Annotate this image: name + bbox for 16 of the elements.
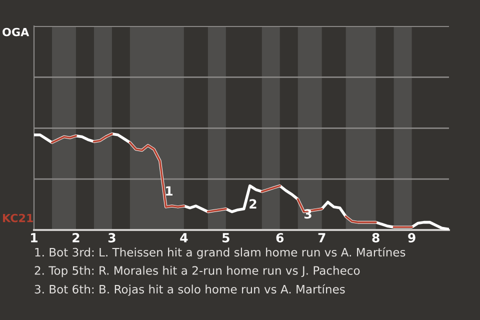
x-tick-label: 9 bbox=[408, 233, 416, 242]
x-tick-label: 5 bbox=[222, 233, 230, 242]
x-tick-label: 8 bbox=[372, 233, 380, 242]
text: OGA bbox=[2, 28, 30, 36]
x-tick-label: 2 bbox=[72, 233, 80, 242]
x-tick-label: 1 bbox=[31, 233, 38, 242]
x-tick-label: 7 bbox=[318, 233, 326, 242]
x-tick-label: 4 bbox=[180, 233, 188, 242]
x-tick-label: 3 bbox=[108, 233, 116, 242]
text: 3. Bot 6th: B. Rojas hit a solo home run vs A. Martínes bbox=[34, 284, 345, 296]
text: 1. Bot 3rd: L. Theissen hit a grand slam home run vs A. Martínes bbox=[35, 247, 406, 259]
annotation: 1 bbox=[166, 186, 172, 196]
x-tick-label: 6 bbox=[276, 233, 284, 242]
text: 2. Top 5th: R. Morales hit a 2-run home run vs J. Pacheco bbox=[34, 266, 360, 278]
text: KC21 bbox=[3, 214, 33, 222]
annotation: 2 bbox=[250, 199, 256, 208]
